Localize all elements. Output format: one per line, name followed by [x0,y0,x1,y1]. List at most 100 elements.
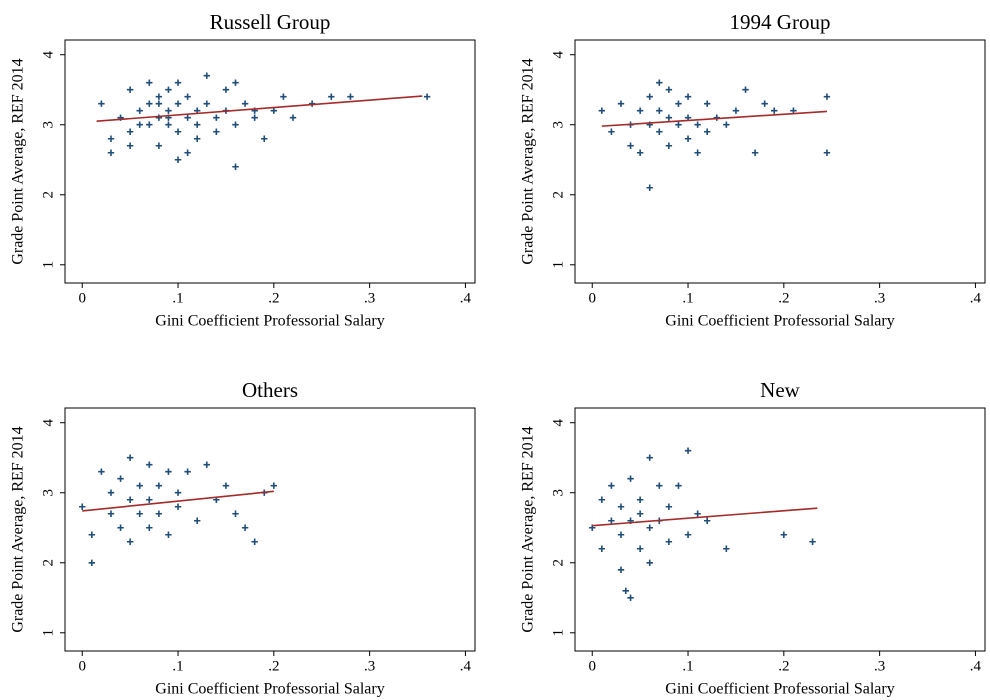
y-tick-label: 1 [550,629,566,637]
data-point [622,587,629,594]
data-point [165,531,172,538]
data-point [146,79,153,86]
data-point [742,86,749,93]
data-point [608,128,615,135]
data-point [636,149,644,156]
data-point [270,107,278,114]
data-point [107,489,115,496]
data-point [117,475,124,482]
data-point [203,100,210,107]
data-point [222,482,230,489]
panel: 1994 Group Gini Coefficient Professorial … [520,10,986,330]
data-point [165,107,172,114]
data-point [684,93,692,100]
plot-frame [64,407,476,652]
data-point [136,510,143,517]
data-point [146,121,153,128]
data-point [98,468,105,475]
data-point [675,100,682,107]
y-tick-label: 4 [40,50,56,58]
data-point [261,135,268,142]
x-axis-label: Gini Coefficient Professorial Salary [155,313,384,330]
data-point [193,121,201,128]
data-point [146,100,153,107]
x-tick-label: .3 [364,290,375,306]
data-point [608,517,615,524]
data-point [809,538,816,545]
data-point [117,524,124,531]
y-tick-label: 2 [40,191,56,199]
data-point [107,510,115,517]
data-point [665,86,673,93]
data-point [213,128,220,135]
x-tick-label: .3 [874,658,885,674]
data-point [146,496,153,503]
data-point [155,142,163,149]
data-point [675,482,682,489]
data-point [684,531,692,538]
data-point [165,86,172,93]
data-point [270,482,278,489]
data-point [656,128,663,135]
data-point [646,559,653,566]
data-point [665,538,673,545]
x-tick-label: .3 [874,290,885,306]
data-point [665,142,673,149]
data-point [251,114,258,121]
y-tick-label: 1 [40,261,56,269]
data-point [694,149,701,156]
data-point [88,559,96,566]
data-point [627,142,634,149]
x-tick-label: 0 [588,658,596,674]
data-point [732,107,740,114]
data-point [598,496,606,503]
data-point [107,135,115,142]
data-point [656,79,663,86]
data-point [213,114,220,121]
data-point [703,128,711,135]
y-tick-label: 3 [550,121,566,128]
data-point [232,79,239,86]
data-point [771,107,778,114]
data-point [751,149,759,156]
data-point [251,538,258,545]
data-point [241,100,249,107]
data-point [232,163,239,170]
data-point [241,524,249,531]
data-point [193,135,201,142]
data-point [684,447,692,454]
data-point [174,156,182,163]
data-point [598,545,606,552]
y-tick-label: 3 [40,489,56,497]
data-point [694,510,701,517]
x-tick-label: .1 [682,658,693,674]
data-point [155,482,163,489]
x-tick-label: 0 [78,658,86,674]
data-point [723,545,730,552]
y-tick-label: 1 [550,261,566,269]
data-point [684,135,692,142]
panel-title: Russell Group [210,10,331,34]
data-point [761,100,768,107]
data-point [174,489,182,496]
x-tick-label: .2 [268,658,279,674]
y-axis-label: Grade Point Average, REF 2014 [520,426,537,632]
x-tick-label: .4 [970,658,982,674]
data-point [203,72,210,79]
fit-line [601,110,827,127]
x-axis-label: Gini Coefficient Professorial Salary [665,681,894,698]
fit-line [82,490,274,512]
data-point [136,121,143,128]
x-tick-label: .1 [682,290,693,306]
data-point [656,107,663,114]
data-point [174,503,182,510]
data-point [646,93,653,100]
data-point [694,121,701,128]
data-point [98,100,105,107]
data-point [222,86,230,93]
x-tick-label: .3 [364,658,375,674]
y-tick-label: 4 [550,418,566,426]
panel: New Gini Coefficient Professorial Salary G… [520,378,986,698]
x-tick-label: .4 [460,290,472,306]
x-tick-label: .2 [778,290,789,306]
